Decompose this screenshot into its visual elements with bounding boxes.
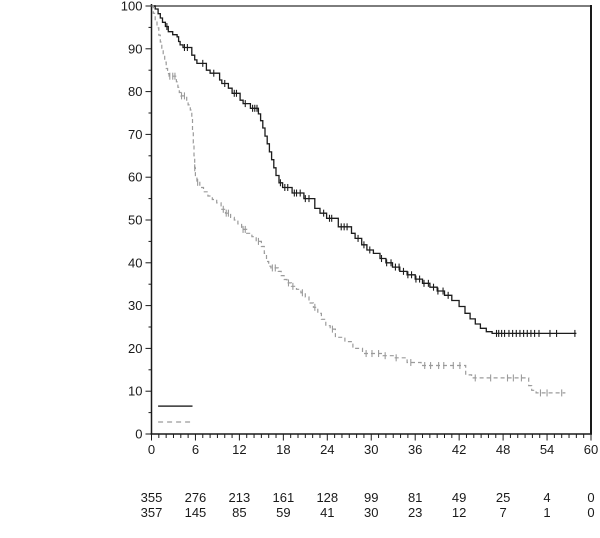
at-risk-row-series-1: 355 276 213 161 128 99 81 49 25 4 0 [141, 490, 595, 505]
y-tick-label: 0 [135, 427, 142, 442]
at-risk-row-series-2: 357 145 85 59 41 30 23 12 7 1 0 [141, 505, 595, 520]
x-axis-ticks [151, 434, 592, 441]
x-tick-label: 12 [232, 442, 246, 457]
at-risk-count: 23 [408, 505, 422, 520]
at-risk-count: 4 [543, 490, 550, 505]
y-axis-ticks [145, 5, 152, 435]
at-risk-count: 81 [408, 490, 422, 505]
at-risk-count: 128 [316, 490, 338, 505]
at-risk-count: 25 [496, 490, 510, 505]
at-risk-count: 0 [587, 490, 594, 505]
at-risk-count: 355 [141, 490, 163, 505]
y-tick-label: 80 [128, 84, 142, 99]
x-tick-label: 48 [496, 442, 510, 457]
y-tick-label: 90 [128, 41, 142, 56]
x-tick-label: 60 [584, 442, 598, 457]
at-risk-count: 99 [364, 490, 378, 505]
y-tick-label: 10 [128, 384, 142, 399]
series-2-survival-curve [151, 5, 566, 394]
x-tick-label: 36 [408, 442, 422, 457]
x-tick-label: 30 [364, 442, 378, 457]
at-risk-count: 30 [364, 505, 378, 520]
at-risk-count: 12 [452, 505, 466, 520]
y-tick-label: 50 [128, 213, 142, 228]
y-tick-label: 100 [121, 0, 143, 14]
y-tick-label: 20 [128, 341, 142, 356]
x-tick-label: 24 [320, 442, 334, 457]
at-risk-count: 59 [276, 505, 290, 520]
y-axis-labels: 0 10 20 30 40 50 60 70 80 90 100 [121, 0, 143, 442]
y-tick-label: 70 [128, 127, 142, 142]
x-tick-label: 18 [276, 442, 290, 457]
at-risk-count: 7 [499, 505, 506, 520]
at-risk-count: 1 [543, 505, 550, 520]
legend [158, 405, 193, 423]
y-tick-label: 60 [128, 170, 142, 185]
x-tick-label: 54 [540, 442, 554, 457]
at-risk-count: 0 [587, 505, 594, 520]
series-1-censor-marks [166, 23, 576, 337]
at-risk-count: 276 [185, 490, 207, 505]
at-risk-count: 213 [229, 490, 251, 505]
x-tick-label: 0 [148, 442, 155, 457]
at-risk-count: 41 [320, 505, 334, 520]
y-tick-label: 40 [128, 255, 142, 270]
at-risk-count: 161 [272, 490, 294, 505]
at-risk-count: 85 [232, 505, 246, 520]
x-axis-labels: 0 6 12 18 24 30 36 42 48 54 60 [148, 442, 598, 457]
x-tick-label: 6 [192, 442, 199, 457]
y-tick-label: 30 [128, 298, 142, 313]
series-1-survival-curve [151, 5, 577, 335]
x-tick-label: 42 [452, 442, 466, 457]
series-2-censor-marks [169, 72, 563, 397]
at-risk-count: 49 [452, 490, 466, 505]
at-risk-count: 357 [141, 505, 163, 520]
at-risk-count: 145 [185, 505, 207, 520]
